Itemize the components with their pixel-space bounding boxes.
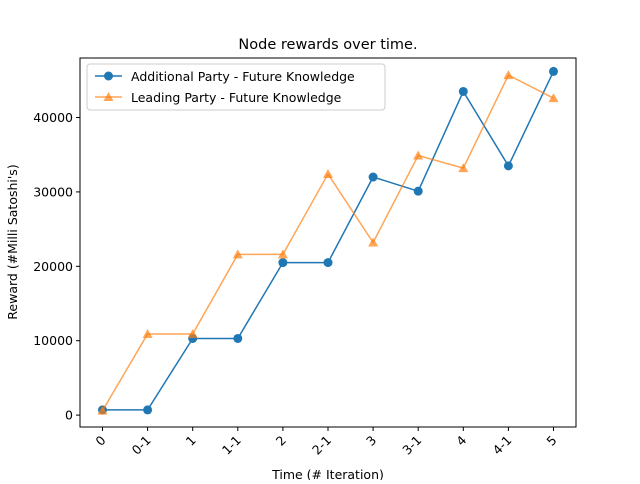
y-tick-label: 0 [65,408,73,423]
y-tick-label: 30000 [33,184,73,199]
legend-box [86,63,386,111]
legend-marker-circle [104,71,113,81]
data-point-circle [413,186,423,196]
data-point-triangle [458,163,469,173]
data-point-circle [143,405,153,415]
series-layer [97,66,559,415]
data-point-triangle [323,169,333,179]
data-point-circle [549,66,558,76]
data-point-triangle [142,329,153,339]
data-point-circle [323,258,333,268]
chart-title: Node rewards over time. [238,37,417,53]
data-point-triangle [187,329,198,339]
data-point-circle [233,333,243,343]
data-point-triangle [413,150,424,160]
y-tick-label: 40000 [33,110,73,125]
legend-marker-triangle [103,92,114,101]
data-point-circle [278,258,288,268]
y-tick-label: 20000 [33,259,73,274]
legend-label-additional: Additional Party - Future Knowledge [131,69,355,84]
data-point-triangle [503,70,514,80]
data-point-triangle [232,249,243,259]
data-point-triangle [548,93,559,103]
data-point-triangle [277,249,288,259]
y-axis-label: Reward (#Milli Satoshi's) [5,164,20,319]
data-point-triangle [368,237,379,247]
data-point-circle [458,86,468,96]
plot-frame [79,57,577,428]
x-axis-label: Time (# Iteration) [271,467,384,480]
data-point-circle [368,172,378,182]
legend: Additional Party - Future Knowledge Lead… [86,63,386,111]
data-point-triangle [97,405,108,415]
legend-label-leading: Leading Party - Future Knowledge [131,90,342,105]
data-point-circle [503,161,513,171]
y-tick-label: 10000 [33,333,73,348]
